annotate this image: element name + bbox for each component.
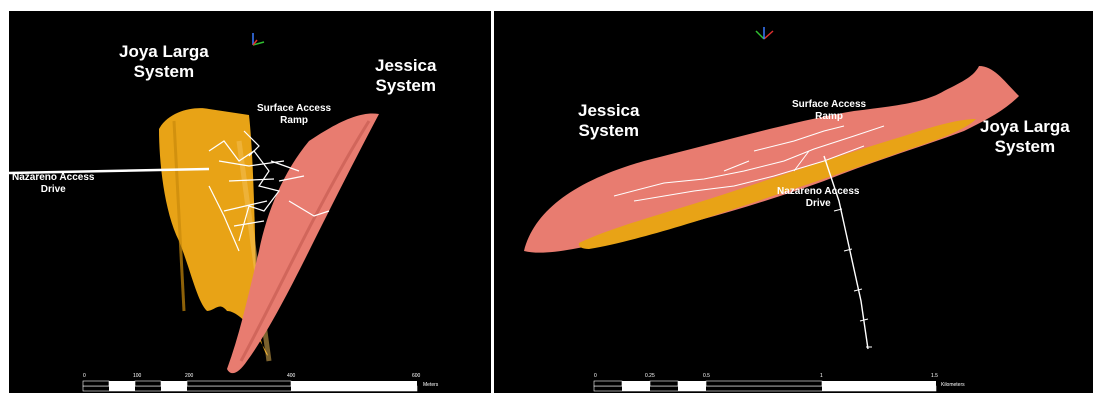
- scale-tick: 0.25: [645, 373, 655, 379]
- underground-workings: [9, 130, 330, 252]
- scale-unit: Meters: [423, 382, 439, 388]
- drive-label: Nazareno Access Drive: [12, 172, 95, 195]
- scale-tick: 1.5: [931, 373, 938, 379]
- joya-larga-label: Joya Larga System: [980, 117, 1070, 156]
- axis-triad-icon: [755, 27, 774, 40]
- right-3d-view: Jessica System Joya Larga System Surface A…: [494, 11, 1093, 393]
- scale-tick: 1: [820, 373, 823, 379]
- scale-tick: 600: [412, 373, 421, 379]
- scale-tick: 0: [594, 373, 597, 379]
- scale-unit: Kilometers: [941, 382, 965, 388]
- right-model-graphic: [524, 27, 1019, 350]
- scale-tick: 100: [133, 373, 142, 379]
- scale-tick: 400: [287, 373, 296, 379]
- scale-tick: 0.5: [703, 373, 710, 379]
- joya-larga-orebody: [578, 119, 976, 249]
- jessica-orebody: [227, 113, 379, 374]
- jessica-label: Jessica System: [578, 101, 640, 140]
- ramp-label: Surface Access Ramp: [792, 99, 867, 122]
- ramp-label: Surface Access Ramp: [257, 103, 332, 126]
- scale-tick: 200: [185, 373, 194, 379]
- underground-workings: [613, 125, 885, 350]
- jessica-label: Jessica System: [375, 56, 437, 95]
- left-model-graphic: [9, 33, 379, 374]
- jessica-orebody: [524, 66, 1019, 253]
- scale-tick: 0: [83, 373, 86, 379]
- left-3d-view: Joya Larga System Jessica System Surface A…: [9, 11, 491, 393]
- axis-triad-icon: [252, 33, 265, 46]
- joya-larga-label: Joya Larga System: [119, 42, 209, 81]
- drive-label: Nazareno Access Drive: [777, 186, 860, 209]
